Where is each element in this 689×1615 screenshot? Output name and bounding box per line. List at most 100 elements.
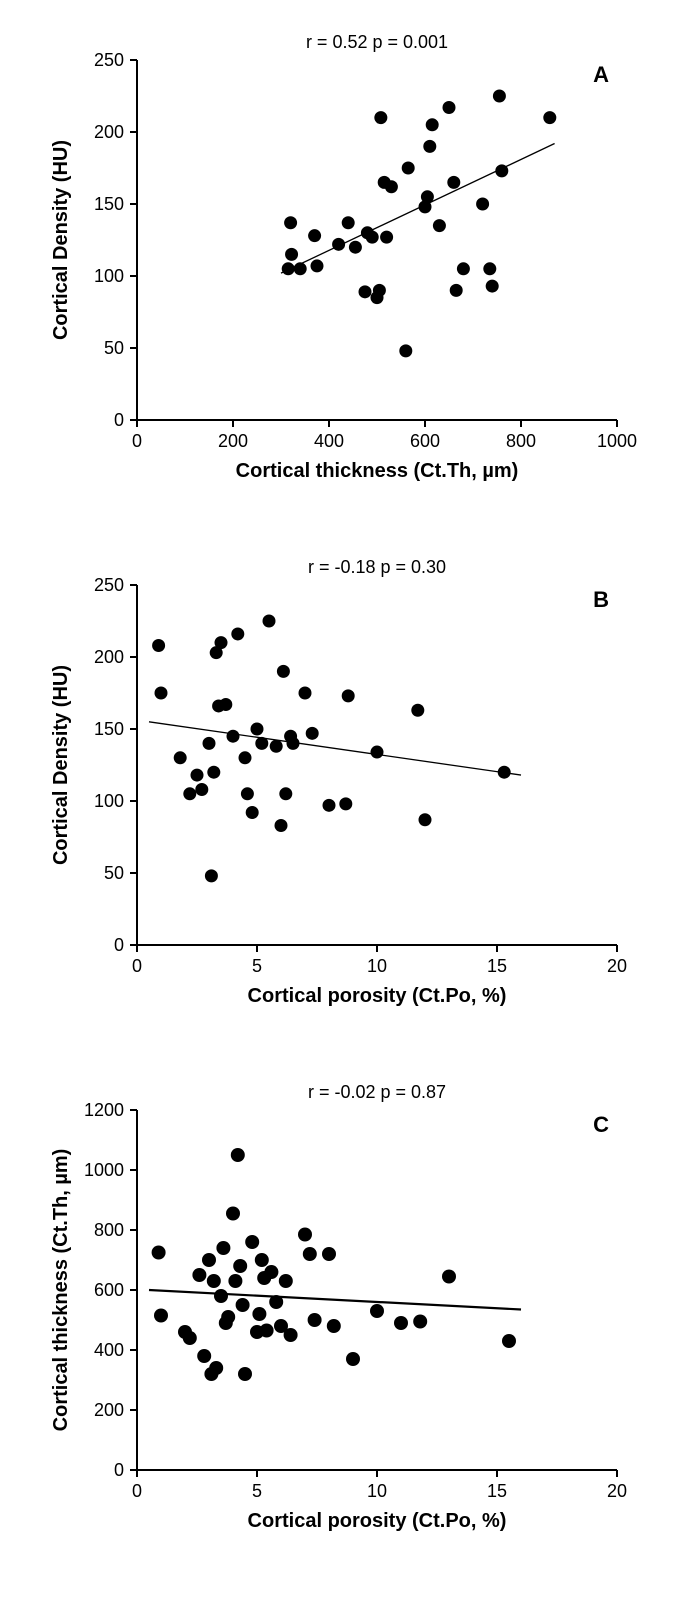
data-point (306, 727, 319, 740)
data-point (227, 730, 240, 743)
data-point (374, 111, 387, 124)
data-point (219, 698, 232, 711)
data-point (183, 787, 196, 800)
data-point (366, 231, 379, 244)
data-point (303, 1247, 317, 1261)
data-point (239, 751, 252, 764)
x-tick-label: 600 (410, 431, 440, 451)
y-tick-label: 200 (94, 1400, 124, 1420)
stats-text: r = -0.18 p = 0.30 (308, 557, 446, 577)
data-point (152, 639, 165, 652)
data-point (233, 1259, 247, 1273)
data-point (207, 766, 220, 779)
data-point (402, 162, 415, 175)
data-point (327, 1319, 341, 1333)
data-point (399, 344, 412, 357)
data-point (419, 813, 432, 826)
data-point (373, 284, 386, 297)
data-point (221, 1310, 235, 1324)
y-tick-label: 1000 (84, 1160, 124, 1180)
data-point (231, 627, 244, 640)
data-point (236, 1298, 250, 1312)
data-point (308, 1313, 322, 1327)
data-point (370, 1304, 384, 1318)
y-axis-label: Cortical thickness (Ct.Th, µm) (50, 1149, 72, 1432)
x-tick-label: 20 (607, 1481, 627, 1501)
data-point (279, 787, 292, 800)
data-point (197, 1349, 211, 1363)
panel-wrapper-c: 05101520020040060080010001200Cortical po… (42, 1070, 647, 1545)
data-point (447, 176, 460, 189)
x-tick-label: 20 (607, 956, 627, 976)
data-point (380, 231, 393, 244)
panel-label: A (593, 62, 609, 87)
data-point (192, 1268, 206, 1282)
data-point (269, 1295, 283, 1309)
stats-text: r = -0.02 p = 0.87 (308, 1082, 446, 1102)
data-point (231, 1148, 245, 1162)
y-tick-label: 200 (94, 122, 124, 142)
data-point (476, 198, 489, 211)
x-tick-label: 800 (506, 431, 536, 451)
data-point (202, 1253, 216, 1267)
data-point (277, 665, 290, 678)
data-point (299, 687, 312, 700)
data-point (339, 797, 352, 810)
data-point (332, 238, 345, 251)
data-point (214, 1289, 228, 1303)
data-point (203, 737, 216, 750)
data-point (493, 90, 506, 103)
x-tick-label: 1000 (597, 431, 637, 451)
panel-wrapper-b: 05101520050100150200250Cortical porosity… (42, 545, 647, 1020)
data-point (423, 140, 436, 153)
data-point (154, 1309, 168, 1323)
data-point (226, 1207, 240, 1221)
data-point (495, 164, 508, 177)
y-tick-label: 800 (94, 1220, 124, 1240)
regression-line (149, 722, 521, 775)
data-point (543, 111, 556, 124)
y-tick-label: 50 (104, 863, 124, 883)
data-point (270, 740, 283, 753)
data-point (298, 1228, 312, 1242)
data-point (322, 1247, 336, 1261)
data-point (284, 216, 297, 229)
y-tick-label: 1200 (84, 1100, 124, 1120)
x-tick-label: 10 (367, 956, 387, 976)
y-tick-label: 0 (114, 1460, 124, 1480)
data-point (152, 1246, 166, 1260)
y-tick-label: 600 (94, 1280, 124, 1300)
data-point (245, 1235, 259, 1249)
x-axis-label: Cortical thickness (Ct.Th, µm) (236, 460, 519, 482)
data-point (279, 1274, 293, 1288)
data-point (486, 280, 499, 293)
data-point (238, 1367, 252, 1381)
data-point (442, 1270, 456, 1284)
data-point (359, 285, 372, 298)
data-point (413, 1315, 427, 1329)
data-point (294, 262, 307, 275)
data-point (255, 1253, 269, 1267)
data-point (483, 262, 496, 275)
panel-label: B (593, 587, 609, 612)
data-point (498, 766, 511, 779)
x-tick-label: 0 (132, 1481, 142, 1501)
x-tick-label: 10 (367, 1481, 387, 1501)
scatter-panel-a: 02004006008001000050100150200250Cortical… (42, 20, 647, 495)
y-tick-label: 50 (104, 338, 124, 358)
x-tick-label: 400 (314, 431, 344, 451)
data-point (252, 1307, 266, 1321)
stats-text: r = 0.52 p = 0.001 (306, 32, 448, 52)
y-axis-label: Cortical Density (HU) (50, 665, 72, 865)
x-tick-label: 15 (487, 1481, 507, 1501)
data-point (323, 799, 336, 812)
data-point (209, 1361, 223, 1375)
data-point (285, 248, 298, 261)
data-point (263, 615, 276, 628)
data-point (346, 1352, 360, 1366)
x-axis-label: Cortical porosity (Ct.Po, %) (248, 985, 507, 1007)
y-tick-label: 150 (94, 719, 124, 739)
x-axis-label: Cortical porosity (Ct.Po, %) (248, 1510, 507, 1532)
data-point (275, 819, 288, 832)
y-tick-label: 250 (94, 50, 124, 70)
